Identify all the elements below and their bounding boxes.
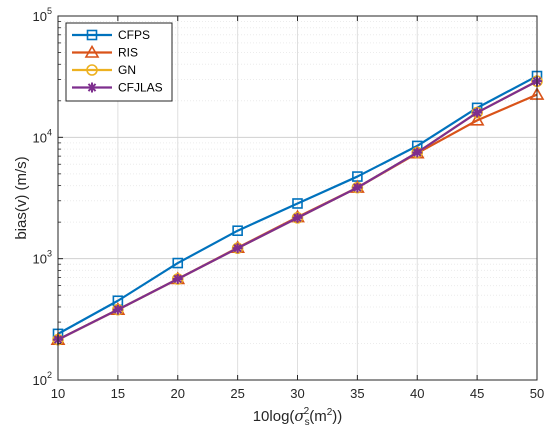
x-tick-labels: 10 15 20 25 30 35 40 45 50 — [51, 386, 544, 401]
y-tick-label: 103 — [33, 249, 52, 267]
grid — [58, 16, 537, 380]
x-tick-label: 40 — [410, 386, 424, 401]
data-point — [352, 182, 363, 193]
y-tick-label: 102 — [33, 370, 52, 388]
legend-label: CFPS — [118, 28, 150, 42]
data-point — [469, 112, 485, 126]
legend-entry-cfps: CFPS — [72, 28, 150, 42]
data-point — [84, 44, 100, 58]
data-point-stroke — [233, 243, 242, 253]
data-point-stroke — [113, 305, 123, 314]
data-point-stroke — [87, 83, 97, 92]
legend-label: RIS — [118, 46, 138, 60]
data-point-stroke — [413, 148, 422, 157]
legend-label: CFJLAS — [118, 81, 163, 95]
x-tick-label: 10 — [51, 386, 65, 401]
legend-entry-gn: GN — [72, 63, 136, 77]
x-tick-label: 15 — [111, 386, 125, 401]
legend: CFPS RIS GN CFJLAS — [65, 22, 173, 102]
legend-entry-cfjlas: CFJLAS — [72, 81, 163, 95]
x-tick-label: 50 — [530, 386, 544, 401]
data-point — [412, 147, 423, 158]
y-tick-label: 105 — [33, 6, 52, 24]
data-point-stroke — [472, 108, 482, 117]
x-tick-label: 35 — [350, 386, 364, 401]
legend-entry-ris: RIS — [72, 44, 138, 60]
data-point-stroke — [293, 213, 302, 223]
series-layer — [50, 70, 545, 346]
x-tick-label: 30 — [290, 386, 304, 401]
axis-ticks — [57, 15, 538, 381]
data-point — [86, 29, 98, 41]
x-tick-label: 20 — [171, 386, 185, 401]
x-tick-label: 45 — [470, 386, 484, 401]
x-tick-label: 25 — [230, 386, 244, 401]
legend-label: GN — [118, 63, 136, 77]
y-tick-labels: 102 103 104 105 — [33, 6, 52, 388]
data-point — [87, 82, 97, 93]
data-point-stroke — [353, 183, 362, 192]
series-cfps — [52, 70, 543, 340]
data-point — [112, 304, 123, 315]
data-point — [86, 64, 98, 76]
data-point-stroke — [173, 274, 182, 284]
data-point — [172, 273, 183, 284]
y-axis-label: bias(v) (m/s) — [13, 156, 30, 239]
data-point — [472, 107, 483, 118]
data-point — [232, 243, 243, 254]
series-line — [57, 75, 538, 335]
data-point — [292, 198, 303, 209]
data-point — [232, 225, 243, 237]
data-point — [172, 257, 184, 269]
x-axis-label: 10log(σs2(m2)) — [253, 406, 343, 428]
data-point — [292, 212, 303, 223]
y-tick-label: 104 — [33, 127, 52, 145]
